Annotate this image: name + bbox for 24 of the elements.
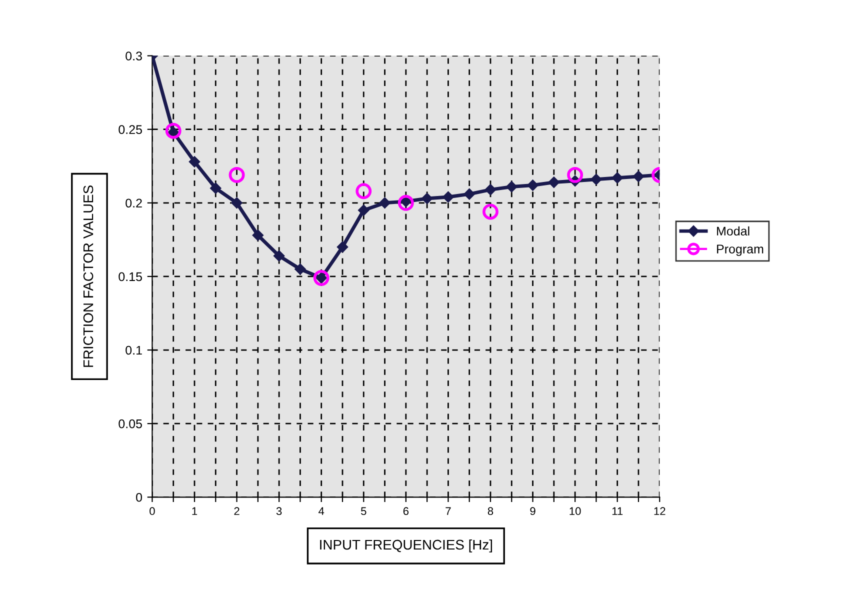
x-tick-label: 3	[276, 507, 282, 516]
x-tick-label: 12	[654, 507, 666, 515]
x-tick-label: 11	[612, 507, 623, 515]
legend-label: Program	[717, 244, 764, 256]
x-tick-label: 4	[318, 507, 324, 515]
y-tick-label: 0.05	[118, 419, 142, 428]
y-tick-label: 0.3	[126, 52, 142, 60]
y-tick-label: 0.1	[126, 346, 142, 355]
x-tick-label: 9	[530, 507, 536, 516]
y-tick-label: 0.25	[118, 125, 142, 134]
x-tick-label: 6	[403, 507, 409, 516]
y-tick-label: 0.2	[126, 198, 142, 208]
x-tick-label: 5	[360, 507, 366, 516]
x-tick-label: 0	[150, 507, 155, 516]
x-tick-label: 2	[234, 507, 240, 515]
legend-label: Modal	[717, 226, 750, 236]
x-axis-title: INPUT FREQUENCIES [Hz]	[320, 539, 492, 552]
x-tick-label: 10	[570, 507, 581, 516]
y-tick-label: 0	[136, 492, 142, 502]
y-tick-label: 0.15	[118, 272, 142, 282]
x-tick-label: 1	[192, 507, 198, 515]
x-tick-label: 7	[446, 507, 451, 515]
x-tick-label: 8	[488, 507, 494, 516]
y-axis-title: FRICTION FACTOR VALUES	[83, 186, 94, 367]
